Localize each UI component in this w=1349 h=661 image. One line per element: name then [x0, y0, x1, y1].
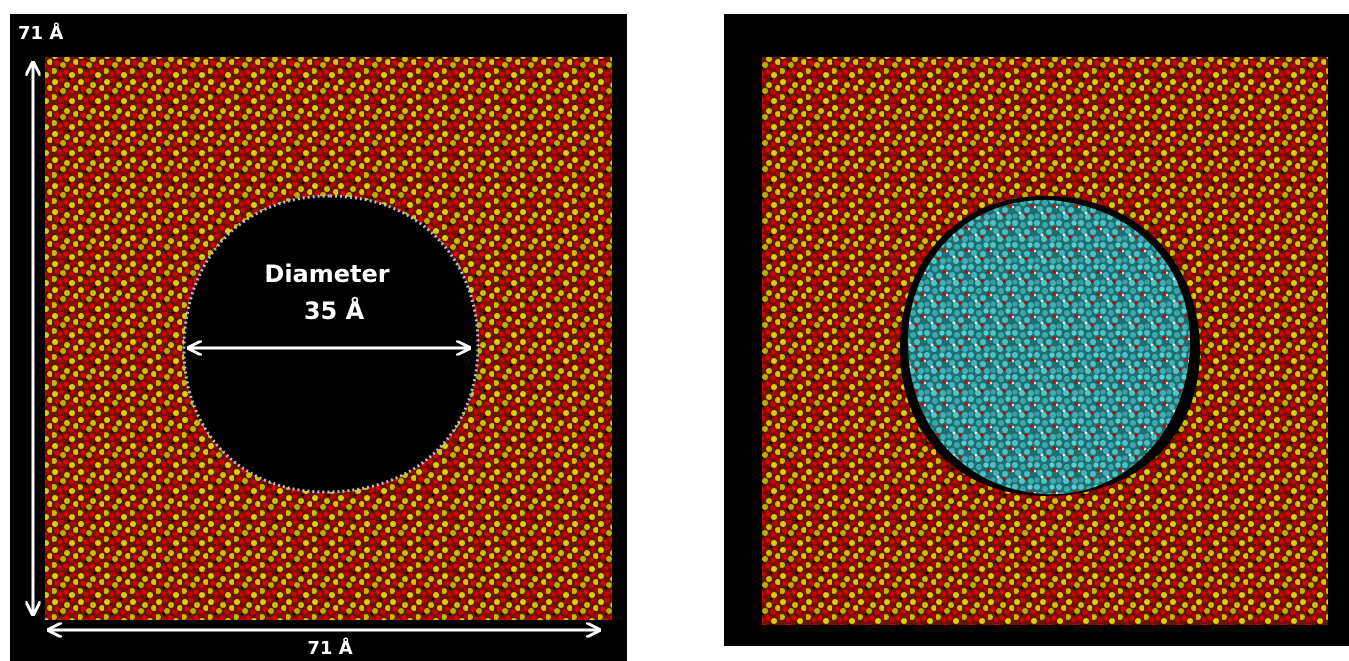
width-label: 71 Å	[307, 636, 352, 659]
diameter-label: Diameter	[264, 260, 389, 288]
diameter-value: 35 Å	[304, 296, 365, 325]
confined-molecules	[907, 199, 1191, 495]
height-label: 71 Å	[18, 21, 63, 44]
pore	[182, 194, 480, 494]
